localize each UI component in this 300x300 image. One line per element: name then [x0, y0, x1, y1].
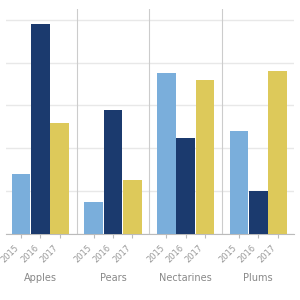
Text: Plums: Plums	[243, 273, 273, 283]
Bar	[50, 123, 69, 234]
Bar	[249, 191, 268, 234]
Bar	[84, 202, 103, 234]
Bar	[31, 24, 50, 234]
Bar	[123, 180, 142, 234]
Bar	[196, 80, 214, 234]
Bar	[230, 131, 248, 234]
Bar	[176, 138, 195, 234]
Text: Pears: Pears	[100, 273, 126, 283]
Text: Apples: Apples	[24, 273, 57, 283]
Bar	[157, 73, 176, 234]
Bar	[268, 71, 287, 234]
Text: Nectarines: Nectarines	[159, 273, 212, 283]
Bar	[103, 110, 122, 234]
Bar	[12, 174, 30, 234]
